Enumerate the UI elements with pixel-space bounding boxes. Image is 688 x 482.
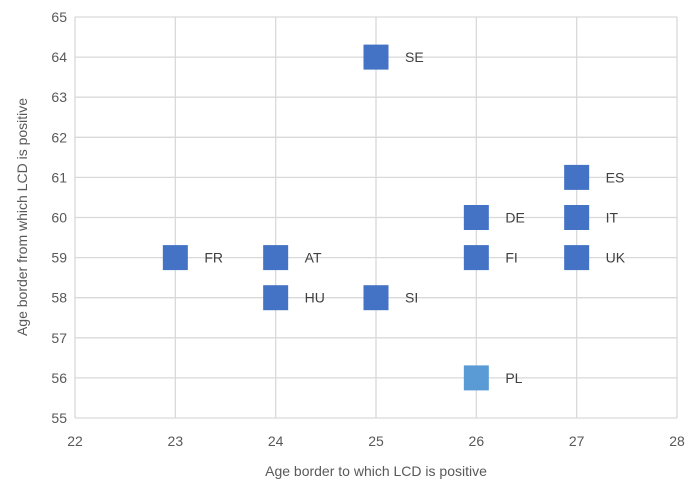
data-point-label: DE [505, 210, 524, 226]
data-point [564, 205, 590, 230]
y-tick-label: 64 [51, 49, 67, 65]
x-tick-label: 27 [569, 433, 585, 449]
data-point [162, 245, 188, 271]
x-tick-label: 26 [469, 433, 485, 449]
data-point-label: FR [204, 250, 223, 266]
y-tick-label: 60 [51, 210, 67, 226]
x-tick-label: 25 [368, 433, 384, 449]
y-axis-ticks: 55 56 57 58 59 60 61 62 63 64 65 [51, 9, 67, 426]
x-axis-title: Age border to which LCD is positive [265, 463, 487, 479]
data-point [564, 164, 590, 190]
y-tick-label: 65 [51, 9, 67, 25]
data-points: SE ES DE IT FR AT FI UK HU SI PL [162, 44, 626, 391]
data-point [363, 44, 389, 70]
y-tick-label: 61 [51, 169, 67, 185]
x-tick-label: 22 [67, 433, 83, 449]
data-point-label: SI [405, 290, 418, 306]
data-point [363, 285, 389, 311]
y-tick-label: 55 [51, 410, 67, 426]
data-point-label: AT [305, 250, 322, 266]
y-tick-label: 57 [51, 330, 67, 346]
data-point-label: HU [305, 290, 325, 306]
data-point-label: FI [505, 250, 517, 266]
x-axis-ticks: 22 23 24 25 26 27 28 [67, 433, 685, 449]
x-tick-label: 28 [669, 433, 685, 449]
y-axis-title: Age border from which LCD is positive [14, 98, 30, 336]
data-point [463, 205, 489, 230]
data-point-label: SE [405, 49, 424, 65]
y-tick-label: 63 [51, 89, 67, 105]
data-point-label: ES [606, 169, 625, 185]
grid-lines [74, 16, 678, 419]
y-tick-label: 56 [51, 370, 67, 386]
data-point-label: PL [505, 370, 522, 386]
x-tick-label: 24 [268, 433, 284, 449]
y-tick-label: 62 [51, 129, 67, 145]
data-point [263, 285, 289, 311]
data-point-label: IT [606, 210, 619, 226]
data-point [263, 245, 289, 271]
data-point [463, 245, 489, 271]
data-point [564, 245, 590, 271]
y-tick-label: 59 [51, 250, 67, 266]
data-point [463, 365, 489, 391]
y-tick-label: 58 [51, 290, 67, 306]
data-point-label: UK [606, 250, 626, 266]
x-tick-label: 23 [168, 433, 184, 449]
